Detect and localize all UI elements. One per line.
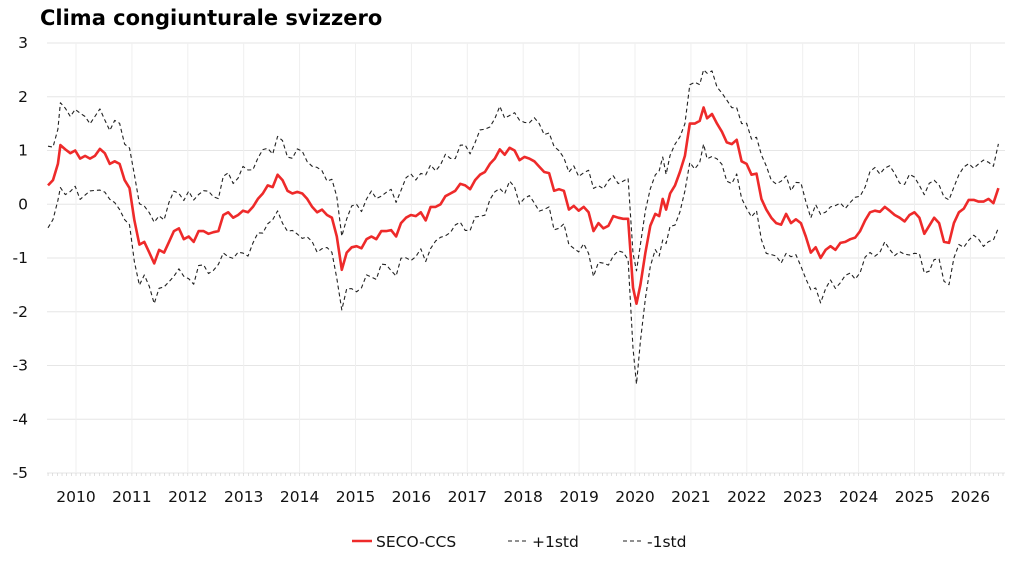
x-tick-label: 2017 [448, 488, 487, 506]
x-axis-ticks: 2010 2011 2012 2013 2014 2015 2016 2017 2018 2019… [56, 488, 990, 506]
y-tick-label: 0 [18, 195, 28, 213]
x-tick-label: 2015 [336, 488, 375, 506]
x-tick-label: 2022 [727, 488, 766, 506]
legend-label: +1std [532, 533, 579, 551]
x-tick-label: 2014 [280, 488, 319, 506]
y-tick-label: -2 [13, 303, 28, 321]
legend-label: -1std [647, 533, 686, 551]
series-line-seco-ccs [47, 106, 1000, 305]
y-tick-label: 3 [18, 34, 28, 52]
chart-title: Clima congiunturale svizzero [40, 6, 383, 30]
y-tick-label: -3 [13, 357, 28, 375]
y-tick-label: 1 [18, 142, 28, 160]
x-tick-label: 2016 [392, 488, 431, 506]
y-axis-ticks: 3 2 1 0 -1 -2 -3 -4 -5 [13, 34, 28, 482]
legend-label: SECO-CCS [376, 533, 456, 551]
x-tick-label: 2010 [56, 488, 95, 506]
series-line-minus-1std [47, 143, 999, 385]
grid-lines [47, 42, 1005, 476]
x-tick-label: 2020 [615, 488, 654, 506]
x-tick-label: 2021 [671, 488, 710, 506]
y-tick-label: -4 [13, 410, 28, 428]
y-tick-label: -5 [13, 464, 28, 482]
x-tick-label: 2012 [168, 488, 207, 506]
series-lines [47, 69, 1000, 385]
legend: SECO-CCS +1std -1std [352, 533, 686, 551]
x-tick-label: 2018 [503, 488, 542, 506]
x-tick-label: 2019 [559, 488, 598, 506]
x-tick-label: 2025 [895, 488, 934, 506]
x-tick-label: 2011 [112, 488, 151, 506]
x-tick-label: 2023 [783, 488, 822, 506]
y-tick-label: -1 [13, 249, 28, 267]
x-tick-label: 2024 [839, 488, 878, 506]
x-tick-label: 2026 [951, 488, 990, 506]
x-tick-label: 2013 [224, 488, 263, 506]
y-tick-label: 2 [18, 88, 28, 106]
series-line-plus-1std [47, 69, 999, 272]
